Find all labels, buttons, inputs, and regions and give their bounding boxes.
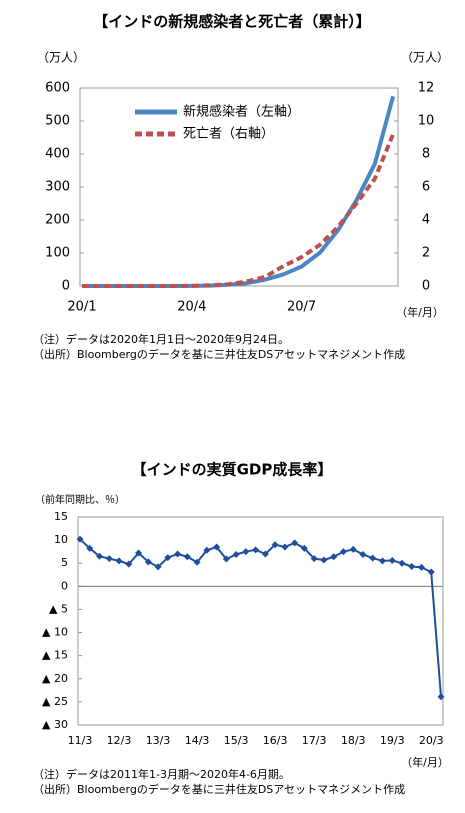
legend-label: 新規感染者（左軸） (183, 104, 300, 120)
y-axis-label: （前年同期比、％） (35, 493, 125, 506)
note: （注）データは2020年1月1日～2020年9月24日。 (33, 332, 289, 346)
y-tick-label: ▲ 5 (49, 602, 68, 615)
x-tick-label: 20/1 (67, 300, 96, 315)
marker (164, 554, 172, 562)
y2-tick-label: 2 (422, 246, 430, 261)
x-axis-unit: （年/月） (396, 305, 444, 319)
chart-title: 【インドの新規感染者と死亡者（累計）】 (93, 13, 371, 31)
note: （出所）Bloombergのデータを基に三井住友DSアセットマネジメント作成 (33, 347, 405, 361)
y2-axis-label: （万人） (401, 51, 449, 65)
y-tick-label: 10 (54, 533, 68, 546)
marker (105, 555, 113, 563)
x-tick-label: 20/4 (177, 300, 206, 315)
marker (359, 550, 367, 558)
marker (115, 557, 123, 565)
marker (437, 693, 445, 701)
x-tick-label: 15/3 (224, 734, 249, 747)
y-tick-label: 100 (45, 246, 70, 261)
x-axis-unit: （年/月） (401, 755, 449, 769)
y2-tick-label: 12 (418, 81, 435, 96)
marker (417, 563, 425, 571)
legend-label: 死亡者（右軸） (183, 127, 274, 142)
marker (349, 545, 357, 553)
marker (232, 550, 240, 558)
marker (96, 552, 104, 560)
series-line (82, 95, 396, 288)
note: （注）データは2011年1-3月期～2020年4-6月期。 (33, 767, 290, 781)
y2-tick-label: 0 (422, 279, 430, 294)
marker (76, 535, 84, 543)
y-tick-label: 200 (45, 213, 70, 228)
marker (281, 543, 289, 551)
marker (203, 546, 211, 554)
plot-frame (77, 516, 444, 726)
x-tick-label: 17/3 (302, 734, 327, 747)
y-axis-label: （万人） (37, 51, 85, 65)
marker (300, 544, 308, 552)
y2-tick-label: 6 (422, 180, 430, 195)
marker (427, 568, 435, 576)
y-tick-label: 5 (61, 556, 68, 569)
y-tick-label: ▲ 30 (42, 718, 68, 731)
x-tick-label: 13/3 (146, 734, 171, 747)
marker (183, 553, 191, 561)
marker (261, 550, 269, 558)
marker (330, 553, 338, 561)
y-tick-label: 15 (54, 510, 68, 523)
x-tick-label: 16/3 (263, 734, 288, 747)
y-tick-label: 600 (45, 81, 70, 96)
y2-tick-label: 4 (422, 213, 430, 228)
marker (378, 557, 386, 565)
y-tick-label: 0 (61, 579, 68, 592)
marker (154, 563, 162, 571)
marker (174, 550, 182, 558)
marker (222, 555, 230, 563)
marker (125, 560, 133, 568)
x-tick-label: 20/7 (287, 300, 316, 315)
marker (408, 562, 416, 570)
marker (339, 548, 347, 556)
marker (242, 548, 250, 556)
marker (388, 556, 396, 564)
marker (252, 546, 260, 554)
chart-title: 【インドの実質GDP成長率】 (132, 461, 333, 479)
x-tick-label: 12/3 (107, 734, 132, 747)
marker (369, 554, 377, 562)
x-tick-label: 20/3 (419, 734, 444, 747)
series-line (79, 538, 442, 697)
marker (398, 559, 406, 567)
y-tick-label: ▲ 25 (42, 695, 68, 708)
y-tick-label: 400 (45, 147, 70, 162)
marker (193, 558, 201, 566)
series-line (82, 133, 395, 288)
y-tick-label: 500 (45, 114, 70, 129)
y-tick-label: ▲ 20 (42, 672, 68, 685)
y2-tick-label: 10 (418, 114, 435, 129)
marker (310, 555, 318, 563)
marker (213, 543, 221, 551)
marker (86, 544, 94, 552)
x-tick-label: 18/3 (341, 734, 366, 747)
x-tick-label: 14/3 (185, 734, 210, 747)
y-tick-label: 300 (45, 180, 70, 195)
y-tick-label: ▲ 15 (42, 649, 68, 662)
note: （出所）Bloombergのデータを基に三井住友DSアセットマネジメント作成 (33, 782, 405, 796)
x-tick-label: 11/3 (68, 734, 93, 747)
marker (320, 556, 328, 564)
marker (144, 558, 152, 566)
marker (291, 539, 299, 547)
y-tick-label: 0 (62, 279, 70, 294)
y-tick-label: ▲ 10 (42, 626, 68, 639)
marker (135, 549, 143, 557)
marker (271, 541, 279, 549)
x-tick-label: 19/3 (380, 734, 405, 747)
y2-tick-label: 8 (422, 147, 430, 162)
